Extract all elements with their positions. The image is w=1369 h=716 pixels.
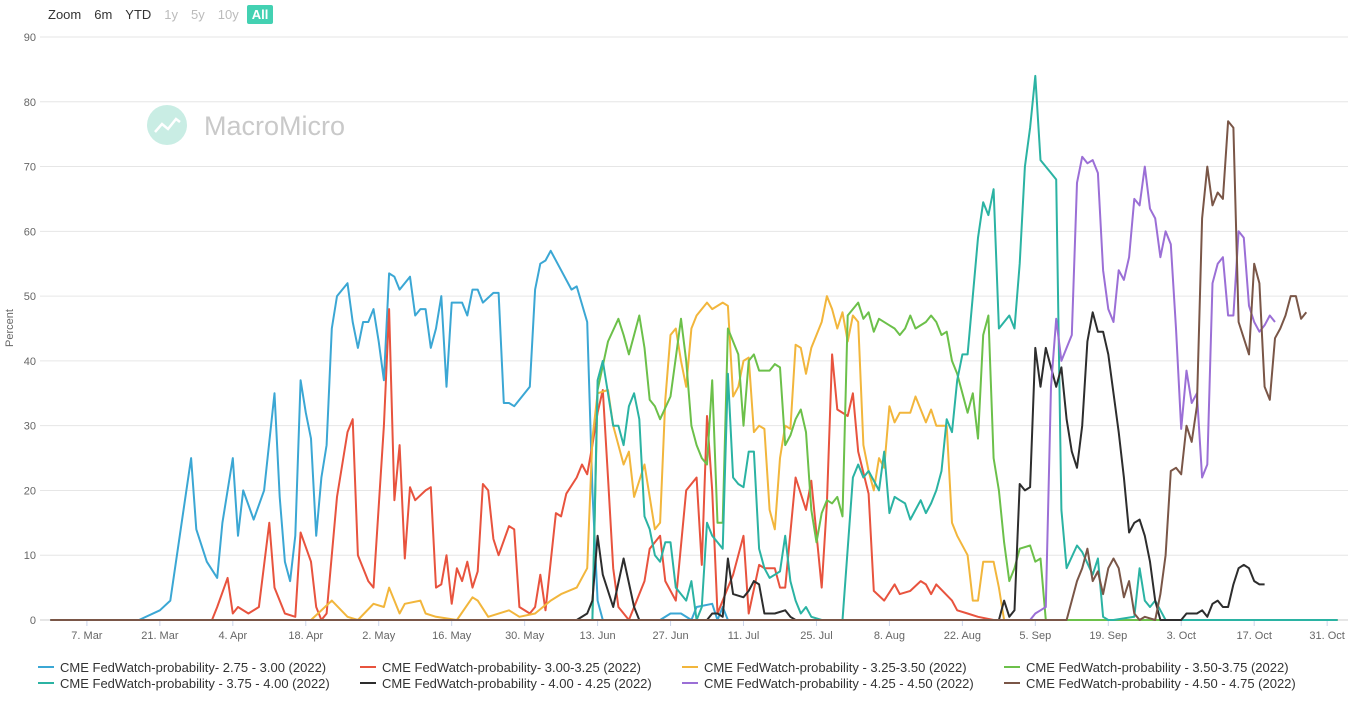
macromicro-watermark: MacroMicro xyxy=(147,105,345,145)
legend-swatch xyxy=(360,666,376,668)
legend-item[interactable]: CME FedWatch-probability - 4.00 - 4.25 (… xyxy=(360,675,682,691)
gridlines xyxy=(40,36,1348,621)
chart-legend: CME FedWatch-probability- 2.75 - 3.00 (2… xyxy=(38,659,1368,691)
legend-row: CME FedWatch-probability - 3.75 - 4.00 (… xyxy=(38,675,1368,691)
legend-swatch xyxy=(1004,666,1020,668)
x-tick-label: 22. Aug xyxy=(944,630,981,642)
y-tick-label: 20 xyxy=(24,485,36,497)
x-tick-label: 7. Mar xyxy=(71,630,103,642)
x-tick-label: 17. Oct xyxy=(1236,630,1271,642)
legend-item[interactable]: CME FedWatch-probability - 3.50-3.75 (20… xyxy=(1004,659,1326,675)
series-line[interactable] xyxy=(50,301,1338,621)
zoom-ytd-button[interactable]: YTD xyxy=(125,6,152,22)
chart-trend-icon xyxy=(147,105,187,145)
legend-label: CME FedWatch-probability - 4.50 - 4.75 (… xyxy=(1026,675,1296,691)
legend-swatch xyxy=(682,666,698,668)
zoom-label: Zoom xyxy=(48,6,82,22)
x-tick-label: 5. Sep xyxy=(1019,630,1051,642)
y-tick-label: 30 xyxy=(24,421,36,433)
zoom-6m-button[interactable]: 6m xyxy=(94,6,113,22)
series-line[interactable] xyxy=(50,155,1276,621)
x-tick-label: 11. Jul xyxy=(728,630,760,642)
x-tick-label: 3. Oct xyxy=(1167,630,1196,642)
legend-label: CME FedWatch-probability- 2.75 - 3.00 (2… xyxy=(60,659,327,675)
x-tick-label: 31. Oct xyxy=(1309,630,1344,642)
x-axis: 7. Mar 21. Mar 4. Apr 18. Apr 2. May 16. May 3… xyxy=(71,620,1345,642)
legend-label: CME FedWatch-probability - 3.25-3.50 (20… xyxy=(704,659,967,675)
legend-item[interactable]: CME FedWatch-probability- 2.75 - 3.00 (2… xyxy=(38,659,360,675)
y-axis-title: Percent xyxy=(4,309,16,347)
chart-trend-icon-line xyxy=(154,117,181,133)
x-tick-label: 8. Aug xyxy=(874,630,905,642)
legend-swatch xyxy=(682,682,698,684)
y-tick-label: 10 xyxy=(24,550,36,562)
series-line[interactable] xyxy=(50,295,1338,621)
series-line[interactable] xyxy=(50,249,1338,621)
legend-label: CME FedWatch-probability- 3.00-3.25 (202… xyxy=(382,659,641,675)
x-tick-label: 2. May xyxy=(362,630,396,642)
legend-swatch xyxy=(38,666,54,668)
legend-swatch xyxy=(1004,682,1020,684)
x-tick-label: 19. Sep xyxy=(1089,630,1127,642)
legend-item[interactable]: CME FedWatch-probability - 4.50 - 4.75 (… xyxy=(1004,675,1326,691)
zoom-1y-button[interactable]: 1y xyxy=(164,6,179,22)
legend-item[interactable]: CME FedWatch-probability- 3.00-3.25 (202… xyxy=(360,659,682,675)
legend-swatch xyxy=(360,682,376,684)
x-tick-label: 16. May xyxy=(432,630,472,642)
x-tick-label: 30. May xyxy=(505,630,545,642)
y-tick-label: 0 xyxy=(30,615,36,627)
legend-item[interactable]: CME FedWatch-probability - 4.25 - 4.50 (… xyxy=(682,675,1004,691)
x-tick-label: 21. Mar xyxy=(141,630,179,642)
zoom-bar: Zoom 6m YTD 1y 5y 10y All xyxy=(48,4,276,24)
series-line[interactable] xyxy=(50,120,1308,621)
legend-row: CME FedWatch-probability- 2.75 - 3.00 (2… xyxy=(38,659,1368,675)
x-tick-label: 13. Jun xyxy=(580,630,616,642)
legend-label: CME FedWatch-probability - 3.50-3.75 (20… xyxy=(1026,659,1289,675)
legend-label: CME FedWatch-probability - 3.75 - 4.00 (… xyxy=(60,675,330,691)
line-chart[interactable]: MacroMicro 0 10 20 30 40 50 60 70 80 90 7. Mar 21.… xyxy=(0,0,1369,650)
y-tick-label: 50 xyxy=(24,291,36,303)
series-line[interactable] xyxy=(50,74,1338,621)
zoom-5y-button[interactable]: 5y xyxy=(191,6,205,22)
legend-label: CME FedWatch-probability - 4.25 - 4.50 (… xyxy=(704,675,974,691)
y-tick-label: 70 xyxy=(24,162,36,174)
y-tick-label: 80 xyxy=(24,97,36,109)
y-tick-label: 90 xyxy=(24,32,36,44)
series-lines xyxy=(50,74,1338,621)
zoom-10y-button[interactable]: 10y xyxy=(217,6,239,22)
x-tick-label: 27. Jun xyxy=(653,630,689,642)
x-tick-label: 25. Jul xyxy=(800,630,832,642)
legend-item[interactable]: CME FedWatch-probability - 3.75 - 4.00 (… xyxy=(38,675,360,691)
legend-item[interactable]: CME FedWatch-probability - 3.25-3.50 (20… xyxy=(682,659,1004,675)
x-tick-label: 18. Apr xyxy=(288,630,323,642)
zoom-all-button[interactable]: All xyxy=(246,4,274,24)
y-tick-label: 60 xyxy=(24,226,36,238)
series-line[interactable] xyxy=(50,311,1265,621)
y-axis: 0 10 20 30 40 50 60 70 80 90 xyxy=(24,32,36,627)
legend-swatch xyxy=(38,682,54,684)
watermark-text: MacroMicro xyxy=(204,111,345,141)
x-tick-label: 4. Apr xyxy=(218,630,247,642)
y-tick-label: 40 xyxy=(24,356,36,368)
legend-label: CME FedWatch-probability - 4.00 - 4.25 (… xyxy=(382,675,652,691)
series-line[interactable] xyxy=(50,308,1338,621)
